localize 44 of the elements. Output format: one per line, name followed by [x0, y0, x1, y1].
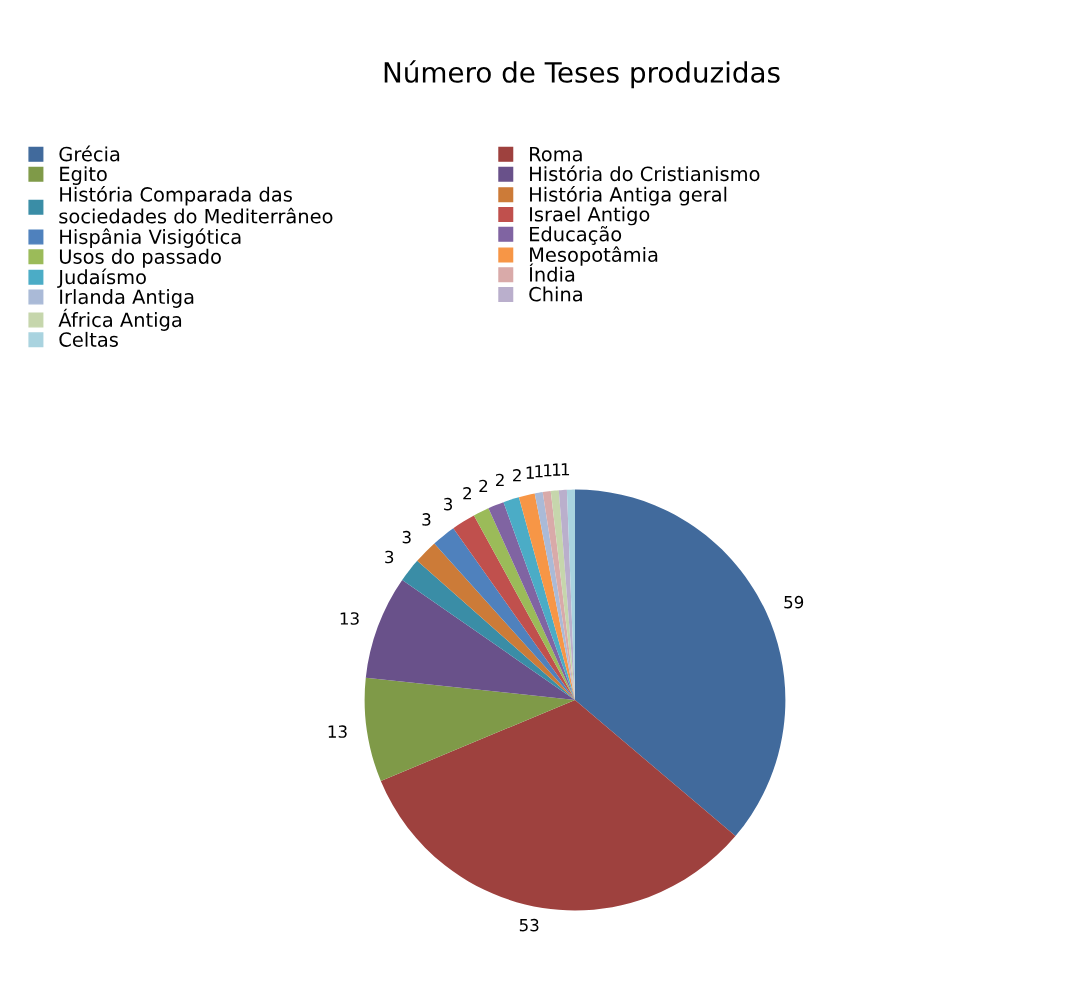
legend-label: Irlanda Antiga	[60, 289, 194, 308]
data-label: 1	[552, 463, 561, 476]
legend-label: Grécia	[59, 145, 120, 162]
data-label: 3	[422, 513, 431, 526]
pie-slice	[518, 493, 575, 700]
data-label: 3	[444, 497, 453, 511]
data-label: 13	[340, 612, 359, 625]
legend-label: História Comparada das sociedades do Mediterrâneo	[59, 185, 333, 224]
legend-label: China	[529, 286, 582, 302]
data-label: 13	[328, 725, 347, 738]
legend-label: África Antiga	[58, 308, 182, 331]
data-label: 2	[496, 473, 504, 487]
legend-label: Roma	[530, 146, 582, 162]
legend-label: Celtas	[59, 331, 118, 347]
data-label: 3	[385, 550, 394, 564]
pie-slice	[417, 543, 575, 700]
pie-slice	[364, 677, 575, 781]
legend-label: Hispânia Visigótica	[60, 228, 241, 248]
data-label: 2	[513, 469, 521, 482]
pie-slice	[380, 700, 736, 911]
legend-label: História Antiga geral	[530, 185, 727, 206]
data-label: 2	[463, 486, 471, 500]
pie-slice	[365, 579, 575, 700]
legend-label: Judaísmo	[57, 268, 146, 288]
pie-slice	[453, 515, 575, 700]
data-label: 3	[402, 530, 411, 544]
legend-label: Israel Antigo	[530, 206, 650, 226]
legend-label: História do Cristianismo	[530, 165, 760, 182]
data-label: 53	[519, 918, 539, 932]
data-label: 1	[561, 463, 570, 476]
chart-title: Número de Teses produzidas	[384, 60, 780, 89]
legend-label: Egito	[60, 166, 107, 185]
data-label: 1	[535, 465, 543, 478]
data-label: 1	[544, 464, 552, 477]
data-label: 2	[479, 479, 488, 493]
pie-slice	[488, 502, 575, 700]
pie-slice	[503, 497, 575, 700]
data-label: 1	[526, 466, 534, 479]
pie-slice	[402, 560, 575, 700]
data-label: 59	[784, 595, 804, 609]
pie-slice	[434, 528, 575, 700]
pie-slice	[575, 489, 786, 837]
legend-label: Educação	[530, 226, 622, 245]
legend-label: Usos do passado	[59, 248, 221, 268]
